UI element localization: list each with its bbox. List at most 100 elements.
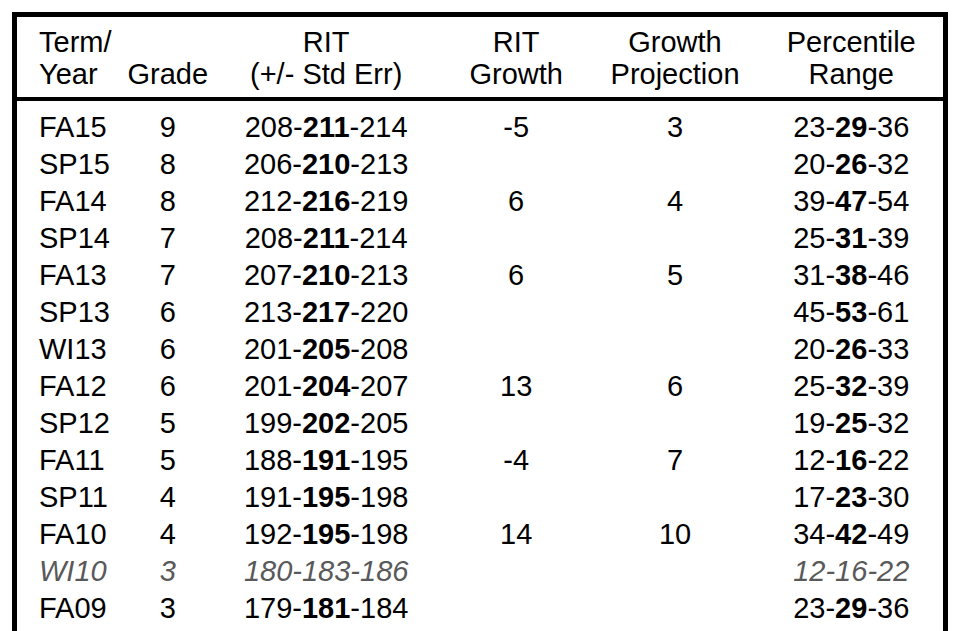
- term-year-cell: FA14: [15, 183, 126, 220]
- grade-cell: 7: [125, 257, 210, 294]
- score-row-sp14: SP147208-211-214 25-31-39: [15, 220, 946, 257]
- growth-projection-cell: [591, 220, 760, 257]
- grade-cell: 4: [125, 516, 210, 553]
- term-year-cell: WI13: [15, 331, 126, 368]
- growth-projection-cell: [591, 405, 760, 442]
- score-report-page: Term/YearGradeRIT(+/- Std Err)RITGrowthG…: [0, 0, 962, 631]
- grade-cell: 4: [125, 479, 210, 516]
- col-header-growth-projection: GrowthProjection: [591, 15, 760, 100]
- term-year-cell: SP11: [15, 479, 126, 516]
- growth-projection-cell: [591, 331, 760, 368]
- percentile-range-cell: 45-53-61: [759, 294, 945, 331]
- percentile-range-cell: 34-42-49: [759, 516, 945, 553]
- grade-cell: 6: [125, 368, 210, 405]
- rit-range-cell: 206-210-213: [211, 146, 442, 183]
- grade-cell: 8: [125, 183, 210, 220]
- rit-range-cell: 207-210-213: [211, 257, 442, 294]
- grade-cell: 5: [125, 405, 210, 442]
- rit-range-cell: 199-202-205: [211, 405, 442, 442]
- rit-growth-cell: [442, 146, 591, 183]
- rit-growth-cell: 6: [442, 183, 591, 220]
- score-row-wi13: WI136201-205-208 20-26-33: [15, 331, 946, 368]
- col-header-rit: RIT(+/- Std Err): [211, 15, 442, 100]
- growth-projection-cell: 7: [591, 442, 760, 479]
- header-row: Term/YearGradeRIT(+/- Std Err)RITGrowthG…: [15, 15, 946, 100]
- growth-projection-cell: [591, 294, 760, 331]
- col-header-percentile-range: PercentileRange: [759, 15, 945, 100]
- score-row-sp11: SP114191-195-198 17-23-30: [15, 479, 946, 516]
- percentile-range-cell: 25-32-39: [759, 368, 945, 405]
- term-year-cell: SP12: [15, 405, 126, 442]
- col-header-rit-growth: RITGrowth: [442, 15, 591, 100]
- score-row-fa10: FA104192-195-198141034-42-49: [15, 516, 946, 553]
- grade-cell: 6: [125, 331, 210, 368]
- rit-range-cell: 201-204-207: [211, 368, 442, 405]
- score-row-fa12: FA126201-204-20713625-32-39: [15, 368, 946, 405]
- growth-projection-cell: 3: [591, 99, 760, 146]
- col-header-grade: Grade: [125, 15, 210, 100]
- percentile-range-cell: 12-16-22: [759, 442, 945, 479]
- term-year-cell: FA09: [15, 590, 126, 631]
- rit-range-cell: 179-181-184: [211, 590, 442, 631]
- grade-cell: 5: [125, 442, 210, 479]
- grade-cell: 7: [125, 220, 210, 257]
- col-header-term-year: Term/Year: [15, 15, 126, 100]
- rit-growth-cell: [442, 405, 591, 442]
- term-year-cell: FA10: [15, 516, 126, 553]
- percentile-range-cell: 25-31-39: [759, 220, 945, 257]
- term-year-cell: SP14: [15, 220, 126, 257]
- score-row-fa09: FA093179-181-184 23-29-36: [15, 590, 946, 631]
- percentile-range-cell: 23-29-36: [759, 590, 945, 631]
- score-row-fa14: FA148212-216-2196439-47-54: [15, 183, 946, 220]
- rit-range-cell: 188-191-195: [211, 442, 442, 479]
- rit-growth-cell: 6: [442, 257, 591, 294]
- rit-scores-table: Term/YearGradeRIT(+/- Std Err)RITGrowthG…: [12, 12, 948, 631]
- grade-cell: 3: [125, 553, 210, 590]
- score-row-fa11: FA115188-191-195-4712-16-22: [15, 442, 946, 479]
- rit-growth-cell: [442, 220, 591, 257]
- rit-range-cell: 180-183-186: [211, 553, 442, 590]
- rit-growth-cell: [442, 590, 591, 631]
- rit-range-cell: 191-195-198: [211, 479, 442, 516]
- percentile-range-cell: 31-38-46: [759, 257, 945, 294]
- score-row-wi10: WI103180-183-186 12-16-22: [15, 553, 946, 590]
- term-year-cell: SP15: [15, 146, 126, 183]
- score-row-sp15: SP158206-210-213 20-26-32: [15, 146, 946, 183]
- growth-projection-cell: 6: [591, 368, 760, 405]
- percentile-range-cell: 39-47-54: [759, 183, 945, 220]
- growth-projection-cell: [591, 553, 760, 590]
- percentile-range-cell: 19-25-32: [759, 405, 945, 442]
- term-year-cell: FA15: [15, 99, 126, 146]
- growth-projection-cell: 5: [591, 257, 760, 294]
- percentile-range-cell: 17-23-30: [759, 479, 945, 516]
- rit-growth-cell: [442, 294, 591, 331]
- percentile-range-cell: 20-26-32: [759, 146, 945, 183]
- rit-growth-cell: 14: [442, 516, 591, 553]
- growth-projection-cell: [591, 146, 760, 183]
- growth-projection-cell: [591, 590, 760, 631]
- growth-projection-cell: 10: [591, 516, 760, 553]
- term-year-cell: WI10: [15, 553, 126, 590]
- percentile-range-cell: 12-16-22: [759, 553, 945, 590]
- growth-projection-cell: 4: [591, 183, 760, 220]
- rit-range-cell: 208-211-214: [211, 220, 442, 257]
- score-row-fa15: FA159208-211-214-5323-29-36: [15, 99, 946, 146]
- grade-cell: 3: [125, 590, 210, 631]
- rit-range-cell: 208-211-214: [211, 99, 442, 146]
- rit-range-cell: 212-216-219: [211, 183, 442, 220]
- rit-growth-cell: -4: [442, 442, 591, 479]
- grade-cell: 9: [125, 99, 210, 146]
- score-row-sp12: SP125199-202-205 19-25-32: [15, 405, 946, 442]
- percentile-range-cell: 20-26-33: [759, 331, 945, 368]
- rit-range-cell: 213-217-220: [211, 294, 442, 331]
- rit-growth-cell: [442, 331, 591, 368]
- table-body: FA159208-211-214-5323-29-36SP158206-210-…: [15, 99, 946, 631]
- growth-projection-cell: [591, 479, 760, 516]
- term-year-cell: FA11: [15, 442, 126, 479]
- grade-cell: 8: [125, 146, 210, 183]
- term-year-cell: FA12: [15, 368, 126, 405]
- rit-range-cell: 201-205-208: [211, 331, 442, 368]
- rit-growth-cell: [442, 479, 591, 516]
- rit-growth-cell: [442, 553, 591, 590]
- term-year-cell: FA13: [15, 257, 126, 294]
